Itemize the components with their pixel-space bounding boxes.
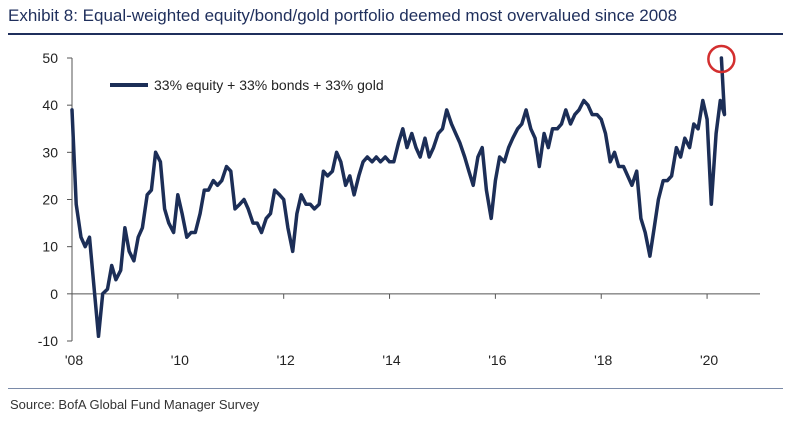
chart-axes: -10 0 10 20 30 40 50 '08 '10 '12 '14 '16 '18 '20 <box>38 50 760 368</box>
y-tick-label: 40 <box>42 97 58 113</box>
x-tick-label: '16 <box>488 352 506 368</box>
x-tick-label: '20 <box>700 352 718 368</box>
chart-legend: 33% equity + 33% bonds + 33% gold <box>110 77 384 93</box>
x-tick-label: '18 <box>594 352 612 368</box>
x-tick-label: '08 <box>65 352 83 368</box>
y-tick-label: -10 <box>38 333 58 349</box>
y-tick-label: 30 <box>42 144 58 160</box>
y-tick-label: 10 <box>42 239 58 255</box>
title-divider <box>8 33 783 35</box>
legend-label: 33% equity + 33% bonds + 33% gold <box>154 77 384 93</box>
series-line <box>70 56 727 339</box>
chart-series <box>70 44 736 339</box>
x-tick-label: '14 <box>382 352 400 368</box>
footer-divider <box>8 388 783 389</box>
highlight-circle <box>707 44 736 74</box>
y-tick-label: 0 <box>50 286 58 302</box>
x-tick-label: '10 <box>171 352 189 368</box>
chart-title: Exhibit 8: Equal-weighted equity/bond/go… <box>8 6 678 25</box>
source-note: Source: BofA Global Fund Manager Survey <box>10 397 260 412</box>
y-tick-label: 50 <box>42 50 58 66</box>
y-tick-label: 20 <box>42 192 58 208</box>
x-tick-label: '12 <box>277 352 295 368</box>
